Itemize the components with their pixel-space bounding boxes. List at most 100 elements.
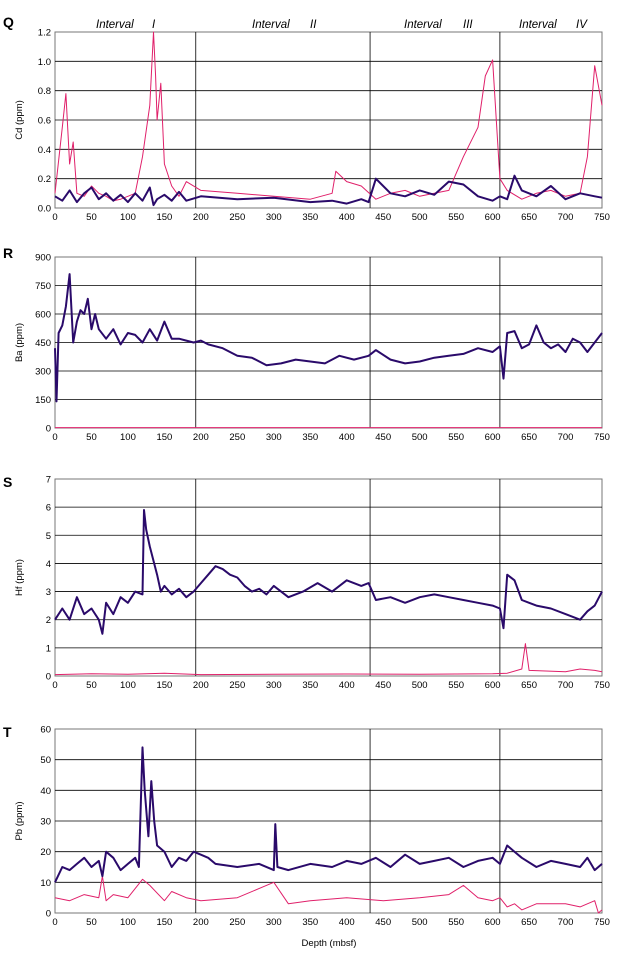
x-tick-label: 350: [302, 680, 318, 691]
y-tick-label: 20: [40, 847, 51, 858]
x-tick-label: 150: [156, 917, 172, 928]
x-tick-label: 750: [594, 917, 610, 928]
interval-labels: Interval I Interval II Interval III Inte…: [96, 19, 588, 31]
y-tick-label: 7: [46, 475, 51, 486]
panel-letter: T: [3, 724, 12, 740]
panel-letter: Q: [3, 14, 14, 30]
y-tick-label: 40: [40, 786, 51, 797]
y-tick-label: 750: [35, 281, 51, 292]
x-tick-label: 450: [375, 680, 391, 691]
y-axis-label: Ba (ppm): [14, 323, 25, 362]
x-tick-label: 200: [193, 917, 209, 928]
panel-letter: R: [3, 245, 13, 261]
y-tick-label: 300: [35, 367, 51, 378]
x-tick-label: 300: [266, 432, 282, 443]
x-tick-label: 550: [448, 917, 464, 928]
x-tick-label: 650: [521, 432, 537, 443]
x-tick-label: 0: [52, 212, 57, 223]
y-tick-label: 60: [40, 725, 51, 736]
y-tick-label: 0.8: [38, 86, 51, 97]
x-tick-label: 250: [229, 212, 245, 223]
x-tick-label: 500: [412, 432, 428, 443]
x-tick-label: 200: [193, 212, 209, 223]
x-tick-label: 0: [52, 432, 57, 443]
interval-numeral-1: I: [152, 19, 156, 31]
x-tick-label: 250: [229, 432, 245, 443]
y-tick-label: 0: [46, 424, 51, 435]
x-tick-label: 250: [229, 917, 245, 928]
x-tick-label: 650: [521, 917, 537, 928]
x-tick-label: 450: [375, 432, 391, 443]
x-tick-label: 50: [86, 432, 97, 443]
y-tick-label: 450: [35, 338, 51, 349]
x-tick-label: 300: [266, 212, 282, 223]
interval-numeral-3: III: [463, 19, 473, 31]
x-tick-label: 700: [558, 212, 574, 223]
x-tick-label: 50: [86, 680, 97, 691]
y-axis-label: Pb (ppm): [14, 801, 25, 840]
y-tick-label: 150: [35, 395, 51, 406]
x-tick-label: 50: [86, 917, 97, 928]
x-tick-label: 150: [156, 680, 172, 691]
x-tick-label: 350: [302, 917, 318, 928]
y-tick-label: 900: [35, 253, 51, 264]
x-tick-label: 0: [52, 917, 57, 928]
series-line-primary: [54, 174, 603, 207]
x-tick-label: 100: [120, 432, 136, 443]
interval-label-4: Interval: [519, 19, 557, 31]
x-tick-label: 650: [521, 212, 537, 223]
x-tick-label: 500: [412, 917, 428, 928]
y-tick-label: 1.0: [38, 57, 51, 68]
panel-letter: S: [3, 474, 12, 490]
y-tick-label: 0.4: [38, 145, 51, 156]
y-tick-label: 0.2: [38, 174, 51, 185]
series-line-secondary: [54, 643, 603, 676]
y-tick-label: 0: [46, 909, 51, 920]
series-line-secondary: [54, 31, 603, 202]
y-tick-label: 3: [46, 587, 51, 598]
series-line-primary: [54, 509, 603, 635]
x-tick-label: 0: [52, 680, 57, 691]
y-tick-label: 0: [46, 672, 51, 683]
x-tick-label: 50: [86, 212, 97, 223]
y-tick-label: 0.0: [38, 204, 51, 215]
x-tick-label: 750: [594, 432, 610, 443]
x-tick-label: 400: [339, 680, 355, 691]
x-axis-label: Depth (mbsf): [302, 938, 357, 949]
x-tick-label: 500: [412, 212, 428, 223]
x-tick-label: 150: [156, 432, 172, 443]
x-tick-label: 550: [448, 212, 464, 223]
interval-label-3: Interval: [404, 19, 442, 31]
y-tick-label: 4: [46, 559, 51, 570]
x-tick-label: 700: [558, 432, 574, 443]
x-tick-label: 550: [448, 680, 464, 691]
x-tick-label: 700: [558, 917, 574, 928]
panel-r: R 0 150 300 450 600 750 900 0 50 100 150 200 250 300 35…: [3, 245, 610, 443]
x-tick-label: 600: [485, 680, 501, 691]
x-tick-label: 400: [339, 212, 355, 223]
x-tick-label: 150: [156, 212, 172, 223]
x-tick-label: 450: [375, 917, 391, 928]
x-tick-label: 400: [339, 432, 355, 443]
y-axis-label: Cd (ppm): [14, 100, 25, 140]
x-tick-label: 750: [594, 680, 610, 691]
interval-label-1: Interval: [96, 19, 134, 31]
series-line-secondary: [54, 875, 603, 914]
y-tick-label: 2: [46, 615, 51, 626]
x-tick-label: 300: [266, 917, 282, 928]
y-axis-label: Hf (ppm): [14, 559, 25, 596]
y-tick-label: 1: [46, 643, 51, 654]
x-tick-label: 600: [485, 212, 501, 223]
x-tick-label: 250: [229, 680, 245, 691]
plot-frame: [54, 478, 603, 677]
x-tick-label: 600: [485, 917, 501, 928]
x-tick-label: 200: [193, 432, 209, 443]
panel-q: Q 0.0 0.2 0.4 0.6 0.8 1.0 1.2 0 50 100 150 200 250 300…: [3, 14, 610, 223]
y-tick-label: 1.2: [38, 28, 51, 39]
x-tick-label: 350: [302, 432, 318, 443]
y-tick-label: 5: [46, 531, 51, 542]
y-tick-label: 0.6: [38, 116, 51, 127]
interval-numeral-2: II: [310, 19, 317, 31]
x-tick-label: 300: [266, 680, 282, 691]
